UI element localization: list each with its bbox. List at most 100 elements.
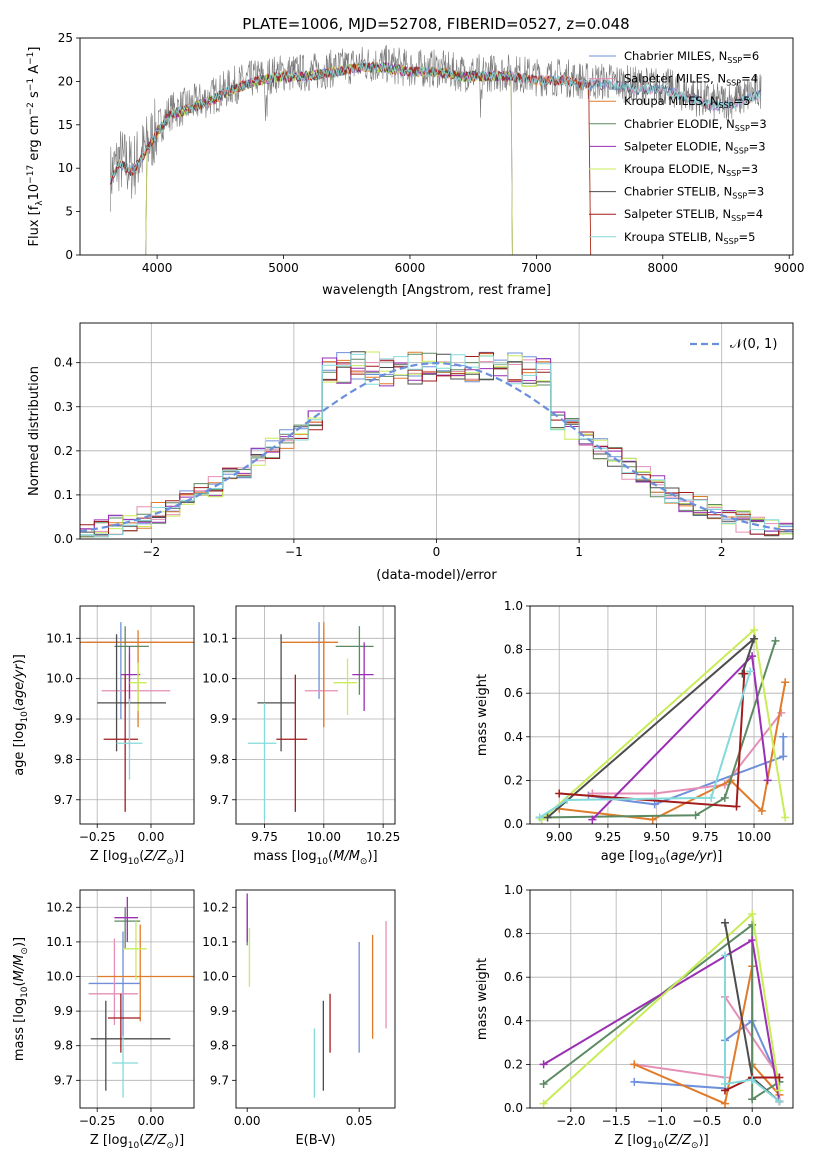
y-axis-label-part: 10 <box>20 711 30 723</box>
x-axis-label: age [log10(age/yr)] <box>601 849 723 867</box>
y-axis-label: age [log10(age/yr)] <box>12 654 30 776</box>
legend-label-sub: SSP <box>724 237 739 246</box>
x-axis-label-part: Z [log <box>90 849 128 864</box>
y-tick-label: 10.1 <box>202 631 229 645</box>
x-tick-label: 10.00 <box>307 830 341 844</box>
x-tick-label: 9000 <box>774 261 805 275</box>
legend-label-suffix: =3 <box>749 139 766 153</box>
x-axis-label: Z [log10(Z/Z⊙)] <box>614 1133 708 1151</box>
weight-marker <box>775 1073 784 1082</box>
weight-marker <box>781 813 790 822</box>
y-tick-label: 10 <box>58 161 73 175</box>
y-tick-label: 0.2 <box>504 773 523 787</box>
weight-marker <box>732 802 741 811</box>
x-axis-label-part: 10 <box>317 857 329 867</box>
x-axis-label-part: Z [log <box>90 1133 128 1148</box>
errorbar-point-2 <box>281 622 339 728</box>
y-axis-label: mass [log10(M/M⊙)] <box>12 937 30 1061</box>
x-tick-label: 9.75 <box>692 830 719 844</box>
y-tick-label: 10.0 <box>202 672 229 686</box>
y-tick-label: 9.9 <box>54 712 73 726</box>
y-axis-label-part: )] <box>12 654 27 664</box>
y-tick-label: 9.8 <box>210 1039 229 1053</box>
weight-marker <box>630 1060 639 1069</box>
errorbar-point-8 <box>247 702 277 820</box>
x-axis-label-part: 10 <box>652 1141 664 1151</box>
x-tick-label: −1.5 <box>602 1114 631 1128</box>
weight-marker <box>555 789 564 798</box>
axes-frame <box>79 322 794 540</box>
legend-label: Chabrier ELODIE, NSSP=3 <box>624 117 767 133</box>
legend-label-sub: SSP <box>719 101 734 110</box>
weight-marker <box>720 793 729 802</box>
spectrum-model-line-7 <box>110 61 592 255</box>
errorbar-point-4 <box>114 896 139 942</box>
y-tick-label: 15 <box>58 118 73 132</box>
y-tick-label: 9.7 <box>210 793 229 807</box>
x-axis-label-part: ( <box>139 1133 144 1148</box>
plot-area <box>247 622 374 820</box>
x-axis-label-part: )] <box>174 1133 184 1148</box>
errorbar-point-1 <box>88 938 139 1025</box>
y-tick-label: 0.4 <box>54 356 73 370</box>
x-axis-label-part: 10 <box>128 1141 140 1151</box>
y-tick-label: 0.6 <box>504 686 523 700</box>
x-axis-label-part: Z/Z <box>143 1133 167 1148</box>
axes-frame <box>79 605 195 825</box>
y-tick-label: 9.8 <box>54 752 73 766</box>
legend-label-name: Chabrier STELIB, N <box>624 185 732 199</box>
weight-marker <box>740 669 749 678</box>
weight-line-8 <box>539 671 752 819</box>
weight-marker <box>720 1080 729 1089</box>
plot-area <box>88 896 194 1098</box>
x-tick-label: 2 <box>718 545 726 559</box>
panel-age-vs-Z: −0.25 0.009.79.89.910.010.1Z [log10(Z/Z⊙)… <box>12 605 195 867</box>
weight-marker <box>781 678 790 687</box>
weight-marker <box>539 1099 548 1108</box>
x-axis-label-part: 10 <box>128 857 140 867</box>
x-axis-label-part: )] <box>367 849 377 864</box>
legend-label: Kroupa MILES, NSSP=5 <box>624 94 750 110</box>
legend-label-name: Kroupa ELODIE, N <box>624 162 726 176</box>
x-tick-label: 1 <box>575 545 583 559</box>
y-axis-label-part: ] <box>27 47 42 52</box>
y-tick-label: 9.9 <box>210 712 229 726</box>
weight-line-6 <box>546 635 757 819</box>
x-tick-label: 9.75 <box>251 830 278 844</box>
weight-marker <box>720 951 729 960</box>
y-tick-label: 9.7 <box>54 793 73 807</box>
y-tick-label: 10.1 <box>46 631 73 645</box>
legend-label: Salpeter ELODIE, NSSP=3 <box>624 139 766 155</box>
normal-reference-curve <box>80 361 793 533</box>
axes-frame <box>529 605 794 825</box>
x-axis-label-part: Z/Z <box>668 1133 692 1148</box>
y-tick-label: 0.8 <box>504 643 523 657</box>
weight-marker <box>650 789 659 798</box>
y-axis-label-part: ( <box>12 981 27 986</box>
errorbar-point-1 <box>101 654 171 748</box>
weight-marker <box>750 634 759 643</box>
y-axis-label-part: Flux [f <box>27 205 42 246</box>
plot-area <box>80 622 194 812</box>
x-tick-label: 10.00 <box>737 830 771 844</box>
y-tick-label: 9.9 <box>210 1004 229 1018</box>
y-axis-label-part: age [log <box>12 723 27 776</box>
x-tick-label: 0.00 <box>234 1114 261 1128</box>
y-axis-label-part: A <box>27 65 42 78</box>
legend-label-name: Salpeter STELIB, N <box>624 207 731 221</box>
y-tick-label: 0.3 <box>54 400 73 414</box>
weight-marker <box>779 732 788 741</box>
y-axis-label-part: age/yr <box>12 663 27 706</box>
errorbar-point-4 <box>352 642 374 711</box>
errorbar-point-0 <box>311 622 329 699</box>
legend-label-name: Kroupa STELIB, N <box>624 230 724 244</box>
x-axis-label: wavelength [Angstrom, rest frame] <box>322 283 551 298</box>
x-axis-label-part: Z/Z <box>143 849 167 864</box>
plot-area <box>80 351 793 538</box>
x-axis-label: mass [log10(M/M⊙)] <box>253 849 377 867</box>
legend-label-suffix: =5 <box>739 230 756 244</box>
legend-label-suffix: =4 <box>746 207 763 221</box>
weight-line-3 <box>539 640 777 819</box>
